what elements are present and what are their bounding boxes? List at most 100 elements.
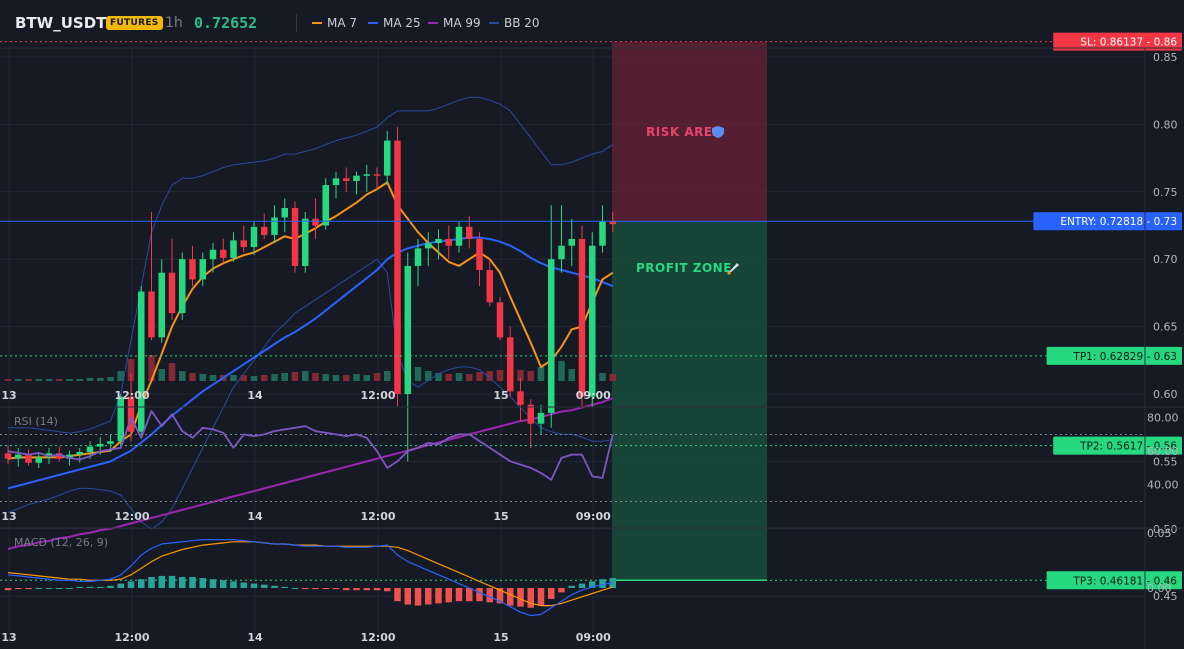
macd-histogram-bar <box>35 588 42 589</box>
candle-body <box>599 221 606 246</box>
candle-body <box>455 226 463 246</box>
price-tick-label: 0.85 <box>1153 51 1178 64</box>
volume-bar <box>56 379 63 381</box>
bb-upper-line <box>8 96 614 434</box>
volume-bar <box>435 373 442 381</box>
price-tick-label: 0.70 <box>1153 253 1178 266</box>
candle-body <box>209 249 217 260</box>
timeframe-label[interactable]: 1h <box>165 15 183 31</box>
time-tick-label: 09:00 <box>576 389 611 402</box>
macd-histogram-bar <box>158 575 165 588</box>
chart-header: BTW_USDT FUTURES 1h 0.72652 MA 7 MA 25 M… <box>0 0 1184 48</box>
price-axis[interactable]: 0.900.850.800.750.700.650.600.550.500.45 <box>1153 0 1178 603</box>
candle-body <box>271 217 278 235</box>
candle-body <box>435 238 442 244</box>
candle-body <box>107 441 114 444</box>
time-tick-label: 12:00 <box>360 631 395 644</box>
macd-histogram-bar <box>425 588 432 605</box>
candle-body <box>384 140 391 176</box>
candle-body <box>312 218 319 226</box>
macd-line <box>7 539 613 617</box>
time-tick-label: 12:00 <box>114 631 149 644</box>
macd-histogram-bar <box>45 588 53 589</box>
shield-icon <box>712 126 724 138</box>
macd-histogram-bar <box>599 579 606 588</box>
macd-histogram-bar <box>199 578 206 588</box>
macd-histogram-bar <box>189 577 196 588</box>
volume-bar <box>97 378 104 381</box>
macd-histogram-bar <box>445 588 452 603</box>
candle-body <box>220 249 227 258</box>
macd-signal-line <box>7 541 613 607</box>
symbol-name[interactable]: BTW_USDT <box>15 14 107 32</box>
macd-histogram-bar <box>486 588 493 603</box>
time-tick-label: 12:00 <box>114 389 149 402</box>
macd-histogram-bar <box>250 583 258 588</box>
volume-bar <box>250 376 258 381</box>
legend-ma99[interactable]: MA 99 <box>428 16 481 30</box>
candle-body <box>179 259 186 314</box>
legend-ma25[interactable]: MA 25 <box>368 16 421 30</box>
volume-bar <box>291 372 299 381</box>
macd-histogram-bar <box>56 588 63 589</box>
macd-histogram-bar <box>281 586 288 588</box>
candle-body <box>168 272 176 314</box>
ma25-swatch <box>368 22 378 24</box>
volume-bar <box>179 371 186 381</box>
rsi-title: RSI (14) <box>14 415 58 428</box>
rocket-icon <box>729 263 739 273</box>
legend-label: BB 20 <box>504 16 540 30</box>
volume-bar <box>496 370 504 381</box>
candle-body <box>507 337 514 392</box>
volume-bar <box>4 379 12 381</box>
header-divider <box>296 14 297 32</box>
candle-body <box>332 178 340 186</box>
volume-bar <box>425 371 432 381</box>
rsi-line <box>7 410 614 481</box>
legend-ma7[interactable]: MA 7 <box>312 16 357 30</box>
candle-body <box>35 457 42 463</box>
macd-histogram-bar <box>220 580 227 588</box>
macd-tick-label: 0.05 <box>1147 527 1172 540</box>
volume-bar <box>568 369 575 381</box>
legend-label: MA 7 <box>327 16 358 30</box>
candle-body <box>568 238 575 246</box>
ma25-line <box>7 236 614 490</box>
ma99-line <box>7 397 614 550</box>
macd-histogram-bar <box>291 588 299 589</box>
macd-title: MACD (12, 26, 9) <box>14 536 108 549</box>
candle-body <box>127 396 135 432</box>
risk-area-box <box>612 41 767 222</box>
candle-body <box>261 226 268 235</box>
macd-histogram-bar <box>261 584 268 588</box>
volume-bar <box>86 378 94 381</box>
legend-bb20[interactable]: BB 20 <box>489 16 540 30</box>
volume-bar <box>445 374 452 381</box>
time-tick-label: 13 <box>1 510 16 523</box>
candle-body <box>240 240 247 248</box>
time-tick-label: 12:00 <box>360 389 395 402</box>
macd-histogram-bar <box>589 581 596 588</box>
time-tick-label: 09:00 <box>576 631 611 644</box>
macd-histogram-bar <box>209 579 217 588</box>
moving-averages <box>7 181 614 550</box>
macd-histogram-bar <box>476 588 483 602</box>
macd-histogram-bar <box>332 588 340 590</box>
macd-histogram-bar <box>117 583 124 588</box>
candle-body <box>558 245 565 260</box>
macd-histogram-bar <box>302 588 309 590</box>
volume-bar <box>558 361 565 381</box>
price-tick-label: 0.50 <box>1153 523 1178 536</box>
candle-body <box>66 454 73 459</box>
macd-histogram-bar <box>66 588 73 589</box>
volume-bar <box>148 355 155 381</box>
volume-bar <box>517 370 524 381</box>
macd-histogram-bar <box>384 588 391 592</box>
candle-body <box>138 291 145 432</box>
ma99-swatch <box>428 22 438 24</box>
macd-histogram-bar <box>517 588 524 607</box>
volume-bar <box>45 379 53 381</box>
macd-histogram-bar <box>578 583 586 588</box>
ma7-swatch <box>312 22 322 24</box>
